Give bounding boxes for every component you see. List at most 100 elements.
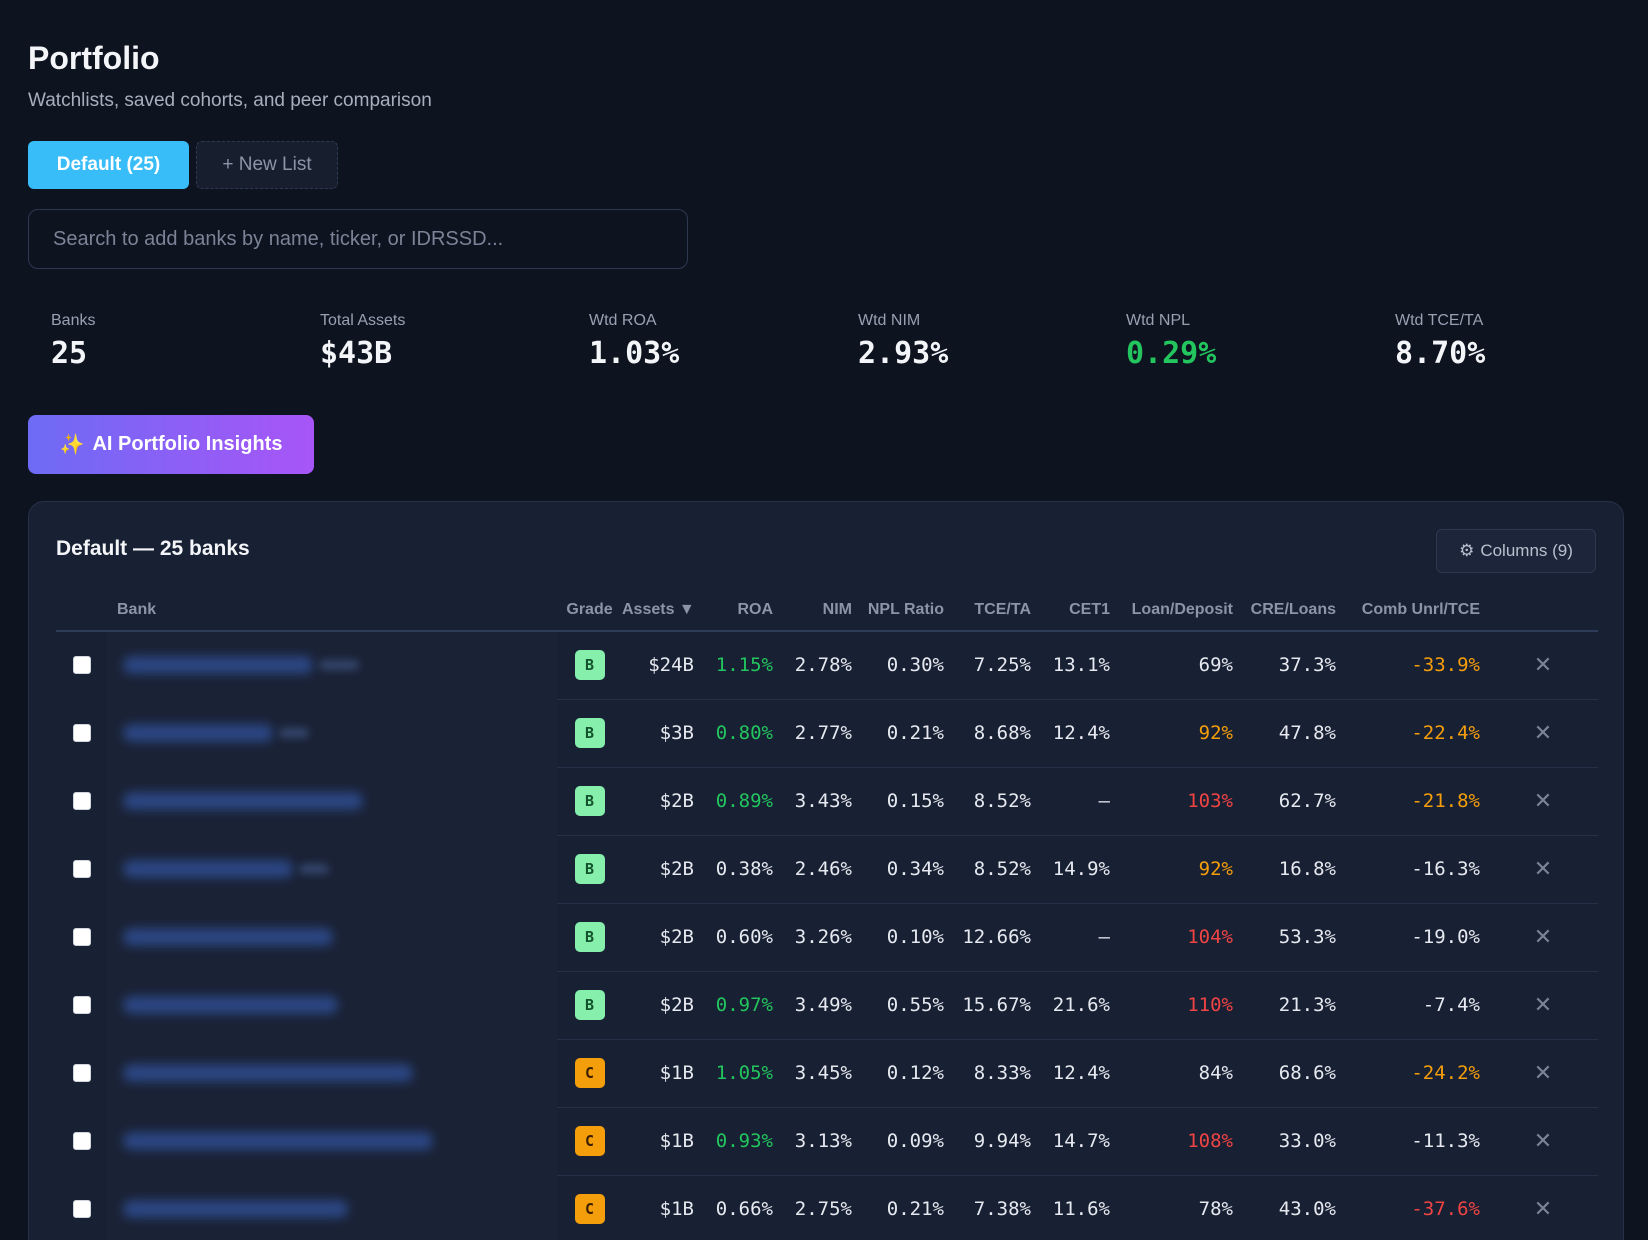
ai-portfolio-insights-button[interactable]: ✨ AI Portfolio Insights (28, 415, 314, 474)
redacted-bank-suffix (279, 727, 309, 738)
portfolio-stats: Banks 25 Total Assets $43B Wtd ROA 1.03%… (51, 312, 1485, 372)
comb-unrl-tce-cell: -24.2% (1344, 1039, 1488, 1108)
npl-cell: 0.10% (860, 903, 952, 972)
row-checkbox[interactable] (72, 656, 91, 675)
tce-ta-cell: 15.67% (952, 971, 1039, 1040)
new-list-button[interactable]: + New List (196, 141, 338, 189)
assets-cell: $1B (622, 1107, 702, 1176)
close-icon[interactable]: ✕ (1533, 924, 1553, 949)
col-npl[interactable]: NPL Ratio (860, 589, 952, 632)
loan-deposit-cell: 110% (1118, 971, 1241, 1040)
nim-cell: 2.77% (781, 699, 860, 768)
col-roa[interactable]: ROA (702, 589, 781, 632)
close-icon[interactable]: ✕ (1533, 1128, 1553, 1153)
nim-cell: 3.13% (781, 1107, 860, 1176)
tce-ta-cell: 8.33% (952, 1039, 1039, 1108)
cre-loans-cell: 33.0% (1241, 1107, 1344, 1176)
row-checkbox[interactable] (72, 1199, 91, 1218)
table-row[interactable]: B $2B 0.60% 3.26% 0.10% 12.66% —104% 53.3% -19.0… (56, 903, 1598, 972)
row-checkbox[interactable] (72, 1063, 91, 1082)
npl-cell: 0.34% (860, 835, 952, 904)
loan-deposit-cell: 84% (1118, 1039, 1241, 1108)
cre-loans-cell: 47.8% (1241, 699, 1344, 768)
close-icon[interactable]: ✕ (1533, 1196, 1553, 1221)
roa-cell: 0.97% (702, 971, 781, 1040)
npl-cell: 0.21% (860, 699, 952, 768)
redacted-bank-suffix (299, 863, 329, 874)
grade-cell: B (557, 767, 622, 836)
remove-cell: ✕ (1488, 835, 1598, 904)
loan-deposit-cell: 69% (1118, 631, 1241, 700)
roa-cell: 0.93% (702, 1107, 781, 1176)
row-checkbox-cell (56, 1175, 107, 1240)
col-nim[interactable]: NIM (781, 589, 860, 632)
col-tce-ta[interactable]: TCE/TA (952, 589, 1039, 632)
col-grade[interactable]: Grade (557, 589, 622, 632)
bank-name-redacted[interactable] (107, 1175, 557, 1240)
stat-label: Total Assets (320, 312, 406, 329)
assets-cell: $24B (622, 631, 702, 700)
watchlist-panel: Default — 25 banks ⚙ Columns (9) Bank Gr… (28, 501, 1624, 1240)
row-checkbox-cell (56, 699, 107, 767)
table-row[interactable]: C $1B 1.05% 3.45% 0.12% 8.33% 12.4% 84% 68.6% -24… (56, 1039, 1598, 1108)
close-icon[interactable]: ✕ (1533, 856, 1553, 881)
row-checkbox[interactable] (72, 859, 91, 878)
row-checkbox[interactable] (72, 995, 91, 1014)
table-row[interactable]: B $2B 0.97% 3.49% 0.55% 15.67% 21.6% 110% 21.3% -… (56, 971, 1598, 1040)
row-checkbox[interactable] (72, 723, 91, 742)
bank-name-redacted[interactable] (107, 835, 557, 903)
remove-cell: ✕ (1488, 767, 1598, 836)
col-loan-deposit[interactable]: Loan/Deposit (1118, 589, 1241, 632)
bank-name-redacted[interactable] (107, 631, 557, 699)
npl-cell: 0.21% (860, 1175, 952, 1240)
col-cet1[interactable]: CET1 (1039, 589, 1118, 632)
loan-deposit-cell: 92% (1118, 699, 1241, 768)
close-icon[interactable]: ✕ (1533, 652, 1553, 678)
bank-table: Bank Grade Assets ▼ ROA NIM NPL Ratio TC… (56, 589, 1598, 1240)
comb-unrl-tce-cell: -7.4% (1344, 971, 1488, 1040)
stat-label: Wtd NIM (858, 312, 921, 329)
col-comb-unrl-tce[interactable]: Comb Unrl/TCE (1344, 589, 1488, 632)
row-checkbox[interactable] (72, 1131, 91, 1150)
row-checkbox[interactable] (72, 927, 91, 946)
cet1-cell: 13.1% (1039, 631, 1118, 700)
bank-name-redacted[interactable] (107, 767, 557, 835)
redacted-bank-name (123, 995, 338, 1014)
table-row[interactable]: B $2B 0.38% 2.46% 0.34% 8.52% 14.9% 92% 16.8% -16… (56, 835, 1598, 904)
comb-unrl-tce-cell: -33.9% (1344, 631, 1488, 700)
table-row[interactable]: C $1B 0.93% 3.13% 0.09% 9.94% 14.7% 108% 33.0% -1… (56, 1107, 1598, 1176)
grade-badge: C (574, 1194, 605, 1224)
bank-name-redacted[interactable] (107, 1039, 557, 1107)
stat-banks: Banks 25 (51, 312, 95, 371)
bank-name-redacted[interactable] (107, 971, 557, 1039)
close-icon[interactable]: ✕ (1533, 1060, 1553, 1085)
table-row[interactable]: B $24B 1.15% 2.78% 0.30% 7.25% 13.1% 69% 37.3% -3… (56, 631, 1598, 700)
roa-cell: 0.89% (702, 767, 781, 836)
close-icon[interactable]: ✕ (1533, 720, 1553, 745)
bank-name-redacted[interactable] (107, 903, 557, 971)
table-header-row: Bank Grade Assets ▼ ROA NIM NPL Ratio TC… (56, 589, 1598, 632)
grade-badge: B (574, 990, 605, 1020)
close-icon[interactable]: ✕ (1533, 788, 1553, 813)
comb-unrl-tce-cell: -19.0% (1344, 903, 1488, 972)
bank-search-input[interactable] (53, 227, 687, 251)
row-checkbox-cell (56, 631, 107, 699)
row-checkbox[interactable] (72, 791, 91, 810)
ai-button-label: AI Portfolio Insights (92, 433, 283, 455)
table-body: B $24B 1.15% 2.78% 0.30% 7.25% 13.1% 69% 37.3% -3… (56, 631, 1598, 1240)
col-bank[interactable]: Bank (107, 589, 557, 632)
table-row[interactable]: B $2B 0.89% 3.43% 0.15% 8.52% —103% 62.7% -21.8%… (56, 767, 1598, 836)
col-assets[interactable]: Assets ▼ (622, 589, 702, 632)
table-row[interactable]: C $1B 0.66% 2.75% 0.21% 7.38% 11.6% 78% 43.0% -37… (56, 1175, 1598, 1240)
close-icon[interactable]: ✕ (1533, 992, 1553, 1017)
row-checkbox-cell (56, 971, 107, 1039)
table-row[interactable]: B $3B 0.80% 2.77% 0.21% 8.68% 12.4% 92% 47.8% -22… (56, 699, 1598, 768)
row-checkbox-cell (56, 903, 107, 971)
columns-button[interactable]: ⚙ Columns (9) (1436, 529, 1596, 573)
grade-cell: B (557, 631, 622, 700)
col-cre-loans[interactable]: CRE/Loans (1241, 589, 1344, 632)
bank-name-redacted[interactable] (107, 699, 557, 767)
tab-default-list[interactable]: Default (25) (28, 141, 189, 189)
grade-badge: B (574, 650, 605, 681)
bank-name-redacted[interactable] (107, 1107, 557, 1175)
